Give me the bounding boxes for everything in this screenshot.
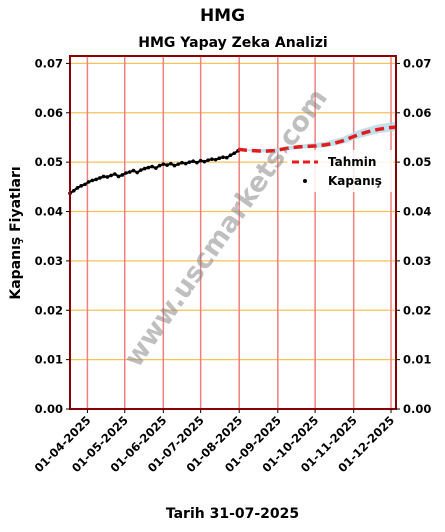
kapanis-point-25 [161,162,166,166]
kapanis-point-32 [187,160,192,164]
y-tick-label-left-0: 0.00 [35,402,63,416]
y-tick-label-left-7: 0.07 [35,56,63,70]
y-axis-label: Kapanış Fiyatları [8,166,24,299]
y-tick-label-left-6: 0.06 [35,106,63,120]
y-tick-label-right-2: 0.02 [403,303,431,317]
y-tick-label-right-5: 0.05 [403,155,431,169]
y-tick-label-right-6: 0.06 [403,106,431,120]
kapanis-point-11 [109,173,113,178]
forecast-band [237,121,396,153]
legend-swatch-kapanis [303,179,307,183]
y-tick-label-right-7: 0.07 [403,56,431,70]
chart-ticker-title: HMG [199,6,246,26]
kapanis-point-23 [154,166,158,170]
watermark: www.uscmarkets.com [118,83,334,373]
series-kapanis-line [69,149,239,195]
kapanis-point-21 [146,165,151,170]
kapanis-point-2 [75,186,80,190]
kapanis-point-13 [116,174,121,179]
kapanis-point-9 [101,174,106,179]
kapanis-point-40 [217,156,222,160]
plot-frame [69,55,397,410]
kapanis-point-27 [168,161,173,166]
kapanis-point-15 [124,171,128,175]
kapanis-point-39 [213,157,218,162]
kapanis-point-3 [79,184,83,188]
kapanis-point-29 [176,162,181,166]
kapanis-point-12 [112,172,117,176]
kapanis-point-34 [195,160,199,165]
kapanis-point-41 [221,155,225,160]
kapanis-point-14 [120,173,125,177]
kapanis-point-26 [165,163,169,167]
kapanis-point-37 [206,158,210,162]
series-tahmin-line [237,125,397,154]
kapanis-point-43 [228,153,233,158]
chart-legend: Tahmin Kapanış [287,150,393,192]
kapanis-point-38 [210,157,214,161]
kapanis-point-8 [98,176,102,180]
kapanis-point-10 [105,175,110,179]
kapanis-point-6 [90,178,95,183]
kapanis-point-24 [157,163,162,168]
y-tick-label-left-1: 0.01 [35,353,63,367]
y-tick-label-right-4: 0.04 [403,205,431,219]
y-tick-label-right-3: 0.03 [403,254,431,268]
kapanis-point-1 [71,188,76,193]
kapanis-point-19 [139,168,143,172]
kapanis-point-31 [183,161,188,166]
kapanis-point-22 [150,164,154,169]
kapanis-point-36 [202,159,207,164]
kapanis-point-33 [191,159,195,163]
kapanis-point-44 [232,151,237,156]
y-tick-label-left-4: 0.04 [35,205,63,219]
chart-subtitle: HMG Yapay Zeka Analizi [138,35,328,51]
kapanis-point-17 [131,168,136,173]
legend-label-tahmin: Tahmin [328,155,376,169]
y-tick-label-right-1: 0.01 [403,353,431,367]
forecast-band-layer [237,121,396,153]
grid-layer [70,56,396,410]
date-caption: Tarih 31-07-2025 [165,506,300,522]
y-tick-label-left-2: 0.02 [35,303,63,317]
y-tick-label-right-0: 0.00 [403,402,431,416]
kapanis-point-18 [135,170,139,175]
kapanis-point-4 [83,182,87,187]
kapanis-point-20 [142,166,147,171]
kapanis-point-42 [224,155,229,160]
axis-layer: 0.00 0.00 0.01 0.01 0.02 0.02 0.03 0.03 0.04 0.04… [32,55,431,475]
kapanis-point-30 [180,160,184,165]
y-tick-label-left-5: 0.05 [35,155,63,169]
kapanis-point-28 [172,163,177,168]
legend-label-kapanis: Kapanış [328,174,382,188]
kapanis-point-35 [198,158,203,163]
y-tick-label-left-3: 0.03 [35,254,63,268]
kapanis-point-5 [86,180,91,184]
kapanis-point-7 [94,177,98,182]
kapanis-point-16 [127,170,132,174]
legend-box [287,150,393,192]
